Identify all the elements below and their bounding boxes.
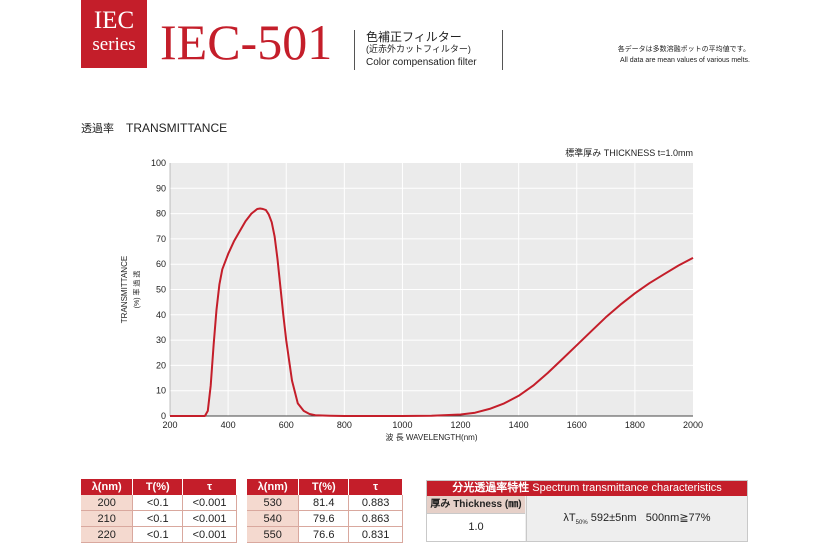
section-title-jp: 透過率 bbox=[81, 123, 114, 135]
tau-cell: 0.883 bbox=[348, 495, 403, 511]
thickness-value: 1.0 bbox=[427, 514, 525, 541]
y-tick-label: 50 bbox=[156, 285, 166, 295]
wavelength-cell: 540 bbox=[247, 510, 300, 527]
tau-cell: <0.001 bbox=[182, 495, 237, 511]
wavelength-cell: 550 bbox=[247, 526, 300, 543]
tau-cell: <0.001 bbox=[182, 510, 237, 527]
transmittance-cell: 79.6 bbox=[298, 510, 350, 527]
transmittance-cell: <0.1 bbox=[132, 526, 184, 543]
tau-cell: 0.831 bbox=[348, 526, 403, 543]
value-extra: 500nm≧77% bbox=[645, 512, 711, 524]
y-tick-label: 10 bbox=[156, 386, 166, 396]
data-note-en: All data are mean values of various melt… bbox=[620, 57, 750, 64]
thickness-header: 厚み Thickness (㎜) bbox=[427, 496, 525, 514]
y-tick-label: 70 bbox=[156, 234, 166, 244]
product-name-jp-sub: (近赤外カットフィルター) bbox=[366, 44, 471, 54]
y-tick-label: 100 bbox=[151, 158, 166, 168]
thickness-note: 標準厚み THICKNESS t=1.0mm bbox=[565, 147, 693, 158]
table-row: 540 79.6 0.863 bbox=[247, 510, 403, 527]
table-row: 220 <0.1 <0.001 bbox=[81, 526, 237, 543]
badge-line-2: series bbox=[92, 34, 136, 55]
header-divider-right bbox=[502, 30, 503, 70]
section-title-en: TRANSMITTANCE bbox=[126, 121, 228, 135]
x-tick-label: 2000 bbox=[683, 420, 703, 430]
x-tick-label: 1000 bbox=[392, 420, 412, 430]
table-header-cell: T(%) bbox=[132, 479, 184, 495]
table-header-row: λ(nm) T(%) τ bbox=[81, 479, 237, 495]
y-axis-label-en: TRANSMITTANCE bbox=[120, 256, 129, 323]
table-row: 210 <0.1 <0.001 bbox=[81, 510, 237, 527]
y-tick-label: 90 bbox=[156, 183, 166, 193]
table-row: 530 81.4 0.883 bbox=[247, 495, 403, 511]
table-header-cell: T(%) bbox=[298, 479, 350, 495]
x-tick-label: 200 bbox=[162, 420, 177, 430]
y-tick-label: 40 bbox=[156, 310, 166, 320]
y-tick-label: 80 bbox=[156, 209, 166, 219]
tau-cell: 0.863 bbox=[348, 510, 403, 527]
y-axis-label-jp: (%) 率 過 透 bbox=[132, 271, 141, 309]
transmittance-table-1: λ(nm) T(%) τ 200 <0.1 <0.001 210 <0.1 <0.001 220… bbox=[81, 479, 237, 543]
product-name-en: Color compensation filter bbox=[366, 57, 477, 68]
table-header-cell: λ(nm) bbox=[81, 479, 134, 495]
spectrum-title: 分光透過率特性 Spectrum transmittance character… bbox=[427, 481, 747, 496]
value-main: 592±5nm bbox=[587, 512, 637, 524]
chart-grid bbox=[169, 163, 693, 417]
x-tick-label: 1600 bbox=[567, 420, 587, 430]
x-tick-label: 1200 bbox=[451, 420, 471, 430]
value-prefix: λT bbox=[563, 512, 576, 524]
transmittance-table-2: λ(nm) T(%) τ 530 81.4 0.883 540 79.6 0.863 550 76… bbox=[247, 479, 403, 543]
data-note-jp: 各データは多数溶融ポットの平均値です。 bbox=[617, 46, 750, 53]
table-row: 550 76.6 0.831 bbox=[247, 526, 403, 543]
transmittance-cell: <0.1 bbox=[132, 510, 184, 527]
section-title: 透過率 TRANSMITTANCE bbox=[81, 121, 227, 136]
header-divider-left bbox=[354, 30, 355, 70]
series-badge: IEC series bbox=[81, 0, 147, 68]
table-row: 200 <0.1 <0.001 bbox=[81, 495, 237, 511]
spectrum-title-en: Spectrum transmittance characteristics bbox=[532, 482, 722, 494]
transmittance-curve bbox=[170, 207, 694, 417]
x-tick-label: 1400 bbox=[509, 420, 529, 430]
table-header-cell: λ(nm) bbox=[247, 479, 300, 495]
x-axis-label: 波 長 WAVELENGTH(nm) bbox=[385, 432, 477, 442]
chart-tick-labels: 200 400 600 800 1000 1200 1400 1600 1800 2000 0 10 2… bbox=[151, 158, 703, 430]
transmittance-cell: 81.4 bbox=[298, 495, 350, 511]
spectrum-characteristics-box: 分光透過率特性 Spectrum transmittance character… bbox=[426, 480, 748, 542]
y-tick-label: 20 bbox=[156, 360, 166, 370]
spectrum-title-jp: 分光透過率特性 bbox=[452, 482, 530, 494]
value-subscript: 50% bbox=[575, 520, 588, 527]
wavelength-cell: 220 bbox=[81, 526, 134, 543]
badge-line-1: IEC bbox=[93, 7, 135, 34]
x-tick-label: 1800 bbox=[625, 420, 645, 430]
tau-cell: <0.001 bbox=[182, 526, 237, 543]
transmittance-cell: 76.6 bbox=[298, 526, 350, 543]
wavelength-cell: 200 bbox=[81, 495, 134, 511]
x-tick-label: 800 bbox=[337, 420, 352, 430]
product-name-jp: 色補正フィルター bbox=[366, 30, 462, 44]
y-tick-label: 60 bbox=[156, 259, 166, 269]
model-number: IEC-501 bbox=[160, 14, 333, 70]
x-tick-label: 600 bbox=[279, 420, 294, 430]
table-header-row: λ(nm) T(%) τ bbox=[247, 479, 403, 495]
table-header-cell: τ bbox=[182, 479, 237, 495]
y-tick-label: 30 bbox=[156, 335, 166, 345]
spectrum-value: λT50% 592±5nm 500nm≧77% bbox=[526, 496, 747, 541]
transmittance-cell: <0.1 bbox=[132, 495, 184, 511]
x-tick-label: 400 bbox=[221, 420, 236, 430]
wavelength-cell: 530 bbox=[247, 495, 300, 511]
y-tick-label: 0 bbox=[161, 411, 166, 421]
wavelength-cell: 210 bbox=[81, 510, 134, 527]
table-header-cell: τ bbox=[348, 479, 403, 495]
